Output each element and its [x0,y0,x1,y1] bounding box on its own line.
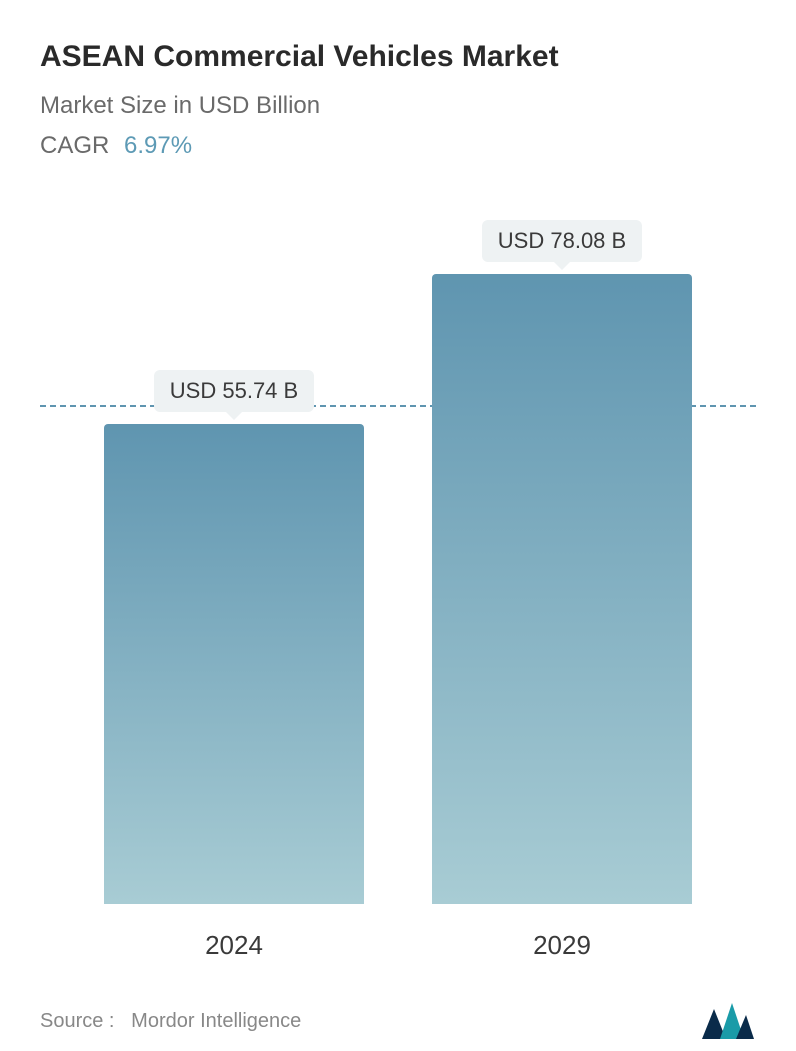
page-title: ASEAN Commercial Vehicles Market [40,40,756,74]
source-label: Source : [40,1010,114,1032]
source-name: Mordor Intelligence [131,1010,301,1032]
x-label-0: 2024 [70,930,398,961]
brand-logo [700,1001,756,1041]
source-text: Source : Mordor Intelligence [40,1010,301,1033]
x-axis-labels: 2024 2029 [40,914,756,961]
bar-1 [432,274,692,904]
bar-group-1: USD 78.08 B [432,220,692,904]
bar-group-0: USD 55.74 B [104,370,364,904]
footer: Source : Mordor Intelligence [40,1001,756,1051]
subtitle: Market Size in USD Billion [40,92,756,120]
cagr-label: CAGR [40,132,109,159]
bar-0 [104,424,364,904]
chart-container: ASEAN Commercial Vehicles Market Market … [0,0,796,1034]
bar-value-label-0: USD 55.74 B [154,370,314,412]
chart-area: USD 55.74 B USD 78.08 B [40,220,756,904]
cagr-value: 6.97% [124,132,192,159]
bar-value-label-1: USD 78.08 B [482,220,642,262]
cagr-row: CAGR 6.97% [40,132,756,160]
x-label-1: 2029 [398,930,726,961]
